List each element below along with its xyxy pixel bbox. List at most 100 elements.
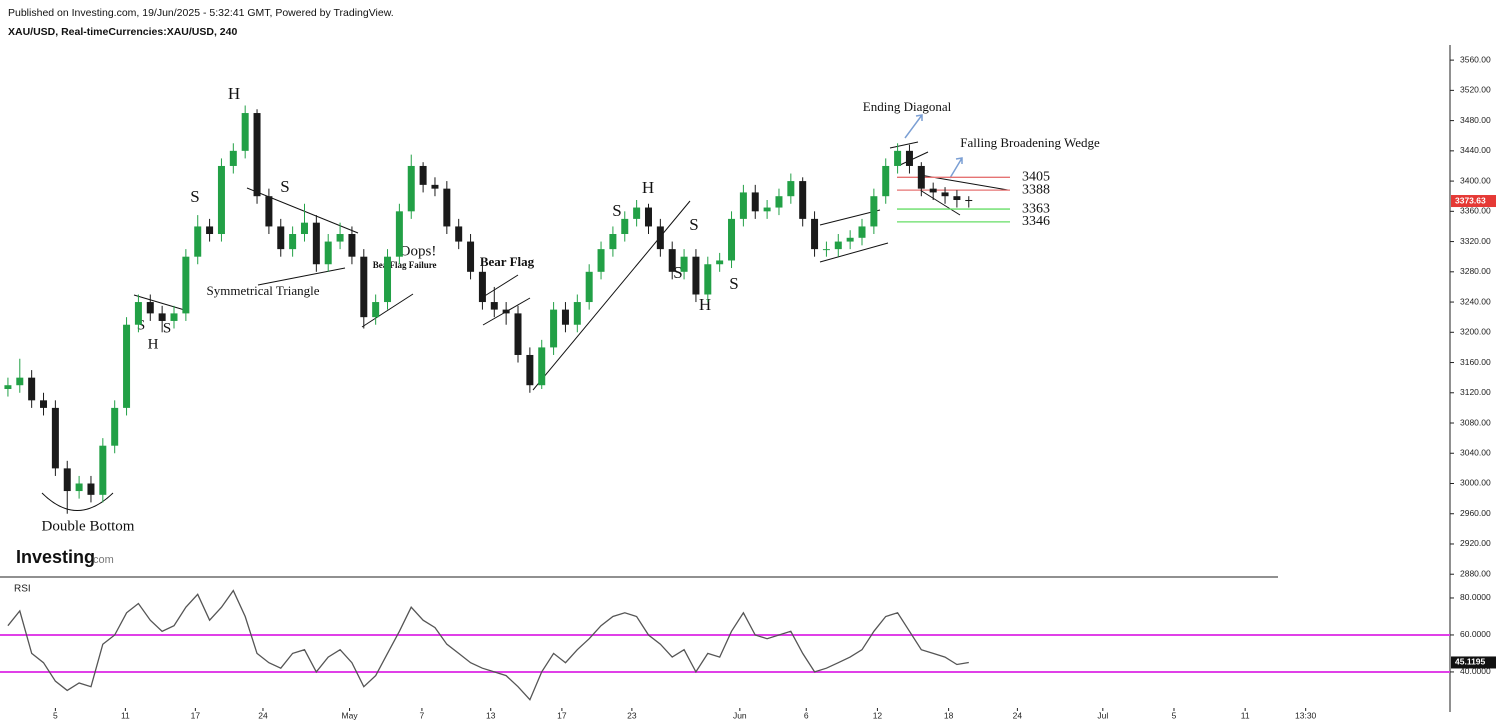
x-tick-label: Jul [1097,710,1108,720]
candle-body [763,207,771,212]
y-tick-label: 3360.00 [1460,206,1491,216]
candle-body [407,165,415,212]
candle-body [384,256,392,303]
candle-body [514,313,522,355]
rsi-title: RSI [14,584,31,595]
annotation: S [190,187,199,206]
candle-body [360,256,368,318]
candle-body [300,222,308,235]
x-tick-label: 24 [258,710,268,720]
candle-body [751,192,759,212]
candle-body [704,264,712,295]
candle-body [16,377,24,386]
value-box-label: 3373.63 [1455,195,1486,205]
y-tick-label: 3240.00 [1460,296,1491,306]
candle-body [4,385,12,389]
value-box-label: 45.1195 [1455,657,1486,667]
candle-body [289,234,297,250]
candle-body [538,347,546,386]
candle-body [526,354,534,386]
x-tick-label: 13 [486,710,496,720]
candle-body [372,302,380,318]
candle-body [146,302,154,314]
x-tick-label: 23 [627,710,637,720]
candle-body [870,196,878,227]
y-tick-label: 3440.00 [1460,145,1491,155]
annotation: H [699,295,711,314]
y-tick-label: 3400.00 [1460,175,1491,185]
candle-body [953,196,961,200]
x-tick-label: 17 [557,710,567,720]
candle-body [668,249,676,272]
candle-body [75,483,83,492]
candle-body [467,241,475,272]
candle-body [455,226,463,242]
candle-body [194,226,202,257]
candle-body [965,199,973,202]
x-tick-label: 12 [873,710,883,720]
annotation: S [689,215,698,234]
logo: Investing [16,547,95,567]
annotation: S [280,177,289,196]
y-tick-label: 3040.00 [1460,448,1491,458]
candle-body [905,150,913,166]
rsi-line [7,589,969,701]
candle-body [692,256,700,295]
logo-suffix: .com [90,554,114,566]
candle-body [28,377,36,401]
candle-body [253,113,261,197]
candle-body [40,400,48,408]
y-tick-label: 60.0000 [1460,629,1491,639]
level-label: 3346 [1022,214,1050,229]
x-tick-label: 6 [804,710,809,720]
x-tick-label: 11 [1241,710,1250,720]
x-tick-label: May [342,710,359,720]
candle-body [894,150,902,166]
candle-body [419,165,427,185]
annotation: S [729,274,738,293]
candle-body [811,218,819,250]
candle-body [490,302,498,310]
level-label: 3388 [1022,182,1050,197]
candle-body [775,196,783,208]
candle-body [846,237,854,242]
annotation: Bear Flag [480,254,535,269]
candle-body [822,249,830,251]
annotation: Oops! [400,243,437,259]
annotation: Ending Diagonal [863,99,952,114]
x-tick-label: 11 [121,710,130,720]
candle-body [478,271,486,303]
candle-body [348,234,356,257]
annotation: Double Bottom [42,518,135,534]
candle-body [123,324,131,408]
x-tick-label: 18 [944,710,954,720]
candle-body [134,302,142,325]
x-tick-label: 24 [1013,710,1023,720]
y-tick-label: 3120.00 [1460,387,1491,397]
candle-body [834,241,842,250]
candle-body [917,165,925,189]
candle-body [206,226,214,235]
y-tick-label: 3480.00 [1460,115,1491,125]
x-tick-label: Jun [733,710,747,720]
candle-body [63,468,71,492]
candle-body [609,234,617,250]
annotation: Flag Failure [389,260,436,270]
candle-body [882,165,890,197]
candle-body [633,207,641,219]
annotation: S [137,317,145,333]
candle-body [739,192,747,219]
candle-body [858,226,866,238]
candle-body [158,313,166,321]
annotation: S [163,320,171,336]
y-tick-label: 3080.00 [1460,417,1491,427]
candle-body [799,181,807,219]
y-tick-label: 2960.00 [1460,508,1491,518]
candle-body [597,249,605,272]
candle-body [728,218,736,261]
x-tick-label: 5 [53,710,58,720]
y-tick-label: 3560.00 [1460,54,1491,64]
candle-body [265,196,273,227]
y-tick-label: 3000.00 [1460,478,1491,488]
annotation: S [673,263,682,282]
